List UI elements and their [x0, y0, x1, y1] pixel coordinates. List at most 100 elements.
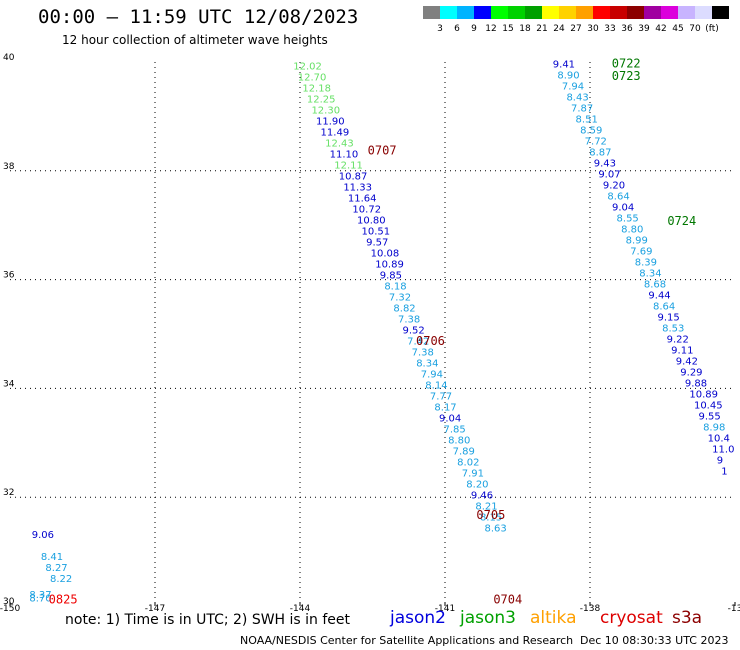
- timestamp-text: Dec 10 08:30:33 UTC 2023: [580, 634, 729, 647]
- y-tick-label: 34: [3, 379, 15, 389]
- units-note: note: 1) Time is in UTC; 2) SWH is in fe…: [65, 612, 351, 628]
- wave-height-value: 7.89: [453, 447, 475, 458]
- pass-time-label: 0825: [49, 592, 78, 606]
- wave-height-value: 8.34: [416, 359, 438, 370]
- wave-height-value: 11.49: [321, 128, 350, 139]
- wave-height-value: 7.91: [462, 469, 484, 480]
- wave-height-value: 7.32: [389, 293, 411, 304]
- wave-height-value: 8.20: [466, 480, 488, 491]
- colorbar-label: 30: [587, 24, 599, 34]
- satellite-jason2-label: jason2: [390, 608, 446, 628]
- wave-height-value: 10.51: [362, 227, 391, 238]
- colorbar-swatch: [661, 6, 678, 19]
- wave-height-value: 8.27: [45, 563, 67, 574]
- colorbar-swatch: [559, 6, 576, 19]
- pass-time-label: 0723: [612, 69, 641, 83]
- wave-height-value: 12.18: [302, 84, 331, 95]
- wave-height-value: 8.80: [621, 224, 643, 235]
- pass-time-label: 0722: [612, 56, 641, 70]
- colorbar-label: 27: [570, 24, 581, 34]
- wave-height-value: 11.10: [330, 150, 359, 161]
- pass-time-label: 0704: [493, 592, 522, 606]
- wave-height-value: 8.98: [703, 422, 725, 433]
- wave-height-value: 8.02: [457, 458, 479, 469]
- wave-height-value: 9.46: [471, 491, 493, 502]
- satellite-jason3-label: jason3: [460, 608, 516, 628]
- wave-height-value: 7.77: [430, 392, 452, 403]
- wave-height-value: 8.87: [589, 147, 611, 158]
- y-tick-label: 30: [3, 597, 15, 607]
- wave-height-value: 9.29: [680, 367, 702, 378]
- wave-height-value: 8.17: [434, 403, 456, 414]
- wave-height-value: 10.4: [708, 433, 730, 444]
- wave-height-value: 10.80: [357, 216, 386, 227]
- wave-height-value: 12.43: [325, 139, 354, 150]
- wave-height-value: 8.43: [566, 92, 588, 103]
- wave-height-value: 9.07: [598, 169, 620, 180]
- wave-height-value: 11.64: [348, 194, 377, 205]
- colorbar-swatch: [508, 6, 525, 19]
- x-tick-label: -13: [728, 604, 740, 614]
- wave-height-value: 9.42: [676, 356, 698, 367]
- wave-height-value: 8.15: [480, 513, 502, 524]
- pass-time-label: 0705: [476, 508, 505, 522]
- wave-height-value: 11.0: [712, 444, 734, 455]
- wave-height-value: 8.68: [644, 279, 666, 290]
- wave-height-value: 8.55: [617, 213, 639, 224]
- wave-height-value: 1: [721, 466, 727, 477]
- wave-height-value: 8.82: [393, 304, 415, 315]
- wave-height-value: 9.04: [612, 202, 634, 213]
- colorbar-label: 12: [485, 24, 496, 34]
- colorbar-swatch: [440, 6, 457, 19]
- wave-height-value: 9.88: [685, 378, 707, 389]
- colorbar-swatch: [593, 6, 610, 19]
- wave-height-value: 8.53: [662, 323, 684, 334]
- colorbar-swatch: [644, 6, 661, 19]
- colorbar-label: 3: [437, 24, 443, 34]
- colorbar-swatch: [423, 6, 440, 19]
- colorbar-label: 33: [604, 24, 615, 34]
- colorbar-label: 21: [536, 24, 547, 34]
- wave-height-value: 9.85: [380, 271, 402, 282]
- pass-time-label: 0706: [416, 334, 445, 348]
- y-tick-label: 38: [3, 162, 15, 172]
- wave-height-value: 12.11: [334, 161, 363, 172]
- wave-height-value: 7.69: [630, 246, 652, 257]
- wave-height-value: 9.15: [658, 312, 680, 323]
- wave-height-value: 8.39: [635, 257, 657, 268]
- colorbar-swatch: [525, 6, 542, 19]
- wave-height-value: 10.72: [352, 205, 381, 216]
- colorbar-label: 6: [454, 24, 460, 34]
- colorbar-swatch: [610, 6, 627, 19]
- wave-height-value: 7.42: [407, 337, 429, 348]
- wave-height-value: 9.52: [403, 326, 425, 337]
- x-tick-label: -141: [435, 604, 455, 614]
- wave-height-value: 9: [717, 455, 723, 466]
- wave-height-value: 9.22: [667, 334, 689, 345]
- wave-height-value: 10.87: [339, 172, 368, 183]
- wave-height-value: 9.41: [553, 59, 575, 70]
- colorbar-swatch: [474, 6, 491, 19]
- colorbar-label: 42: [655, 24, 666, 34]
- pass-time-label: 0724: [667, 214, 696, 228]
- y-tick-label: 36: [3, 271, 15, 281]
- wave-height-value: 8.70: [29, 594, 51, 605]
- pass-time-label: 0707: [368, 143, 397, 157]
- wave-height-value: 10.89: [689, 389, 718, 400]
- wave-height-value: 10.08: [371, 249, 400, 260]
- satellite-cryosat-label: cryosat: [600, 608, 663, 628]
- wave-height-value: 7.94: [562, 81, 584, 92]
- colorbar-swatch: [627, 6, 644, 19]
- wave-height-value: 9.57: [366, 238, 388, 249]
- wave-height-value: 7.85: [444, 425, 466, 436]
- wave-height-value: 9.06: [32, 530, 54, 541]
- colorbar-swatch: [695, 6, 712, 19]
- wave-height-value: 8.64: [653, 301, 675, 312]
- x-tick-label: -144: [290, 604, 311, 614]
- wave-height-value: 12.30: [311, 106, 340, 117]
- wave-height-value: 8.37: [29, 590, 51, 601]
- chart-title: 00:00 – 11:59 UTC 12/08/2023: [38, 6, 359, 28]
- x-tick-label: -138: [580, 604, 601, 614]
- colorbar-swatch: [576, 6, 593, 19]
